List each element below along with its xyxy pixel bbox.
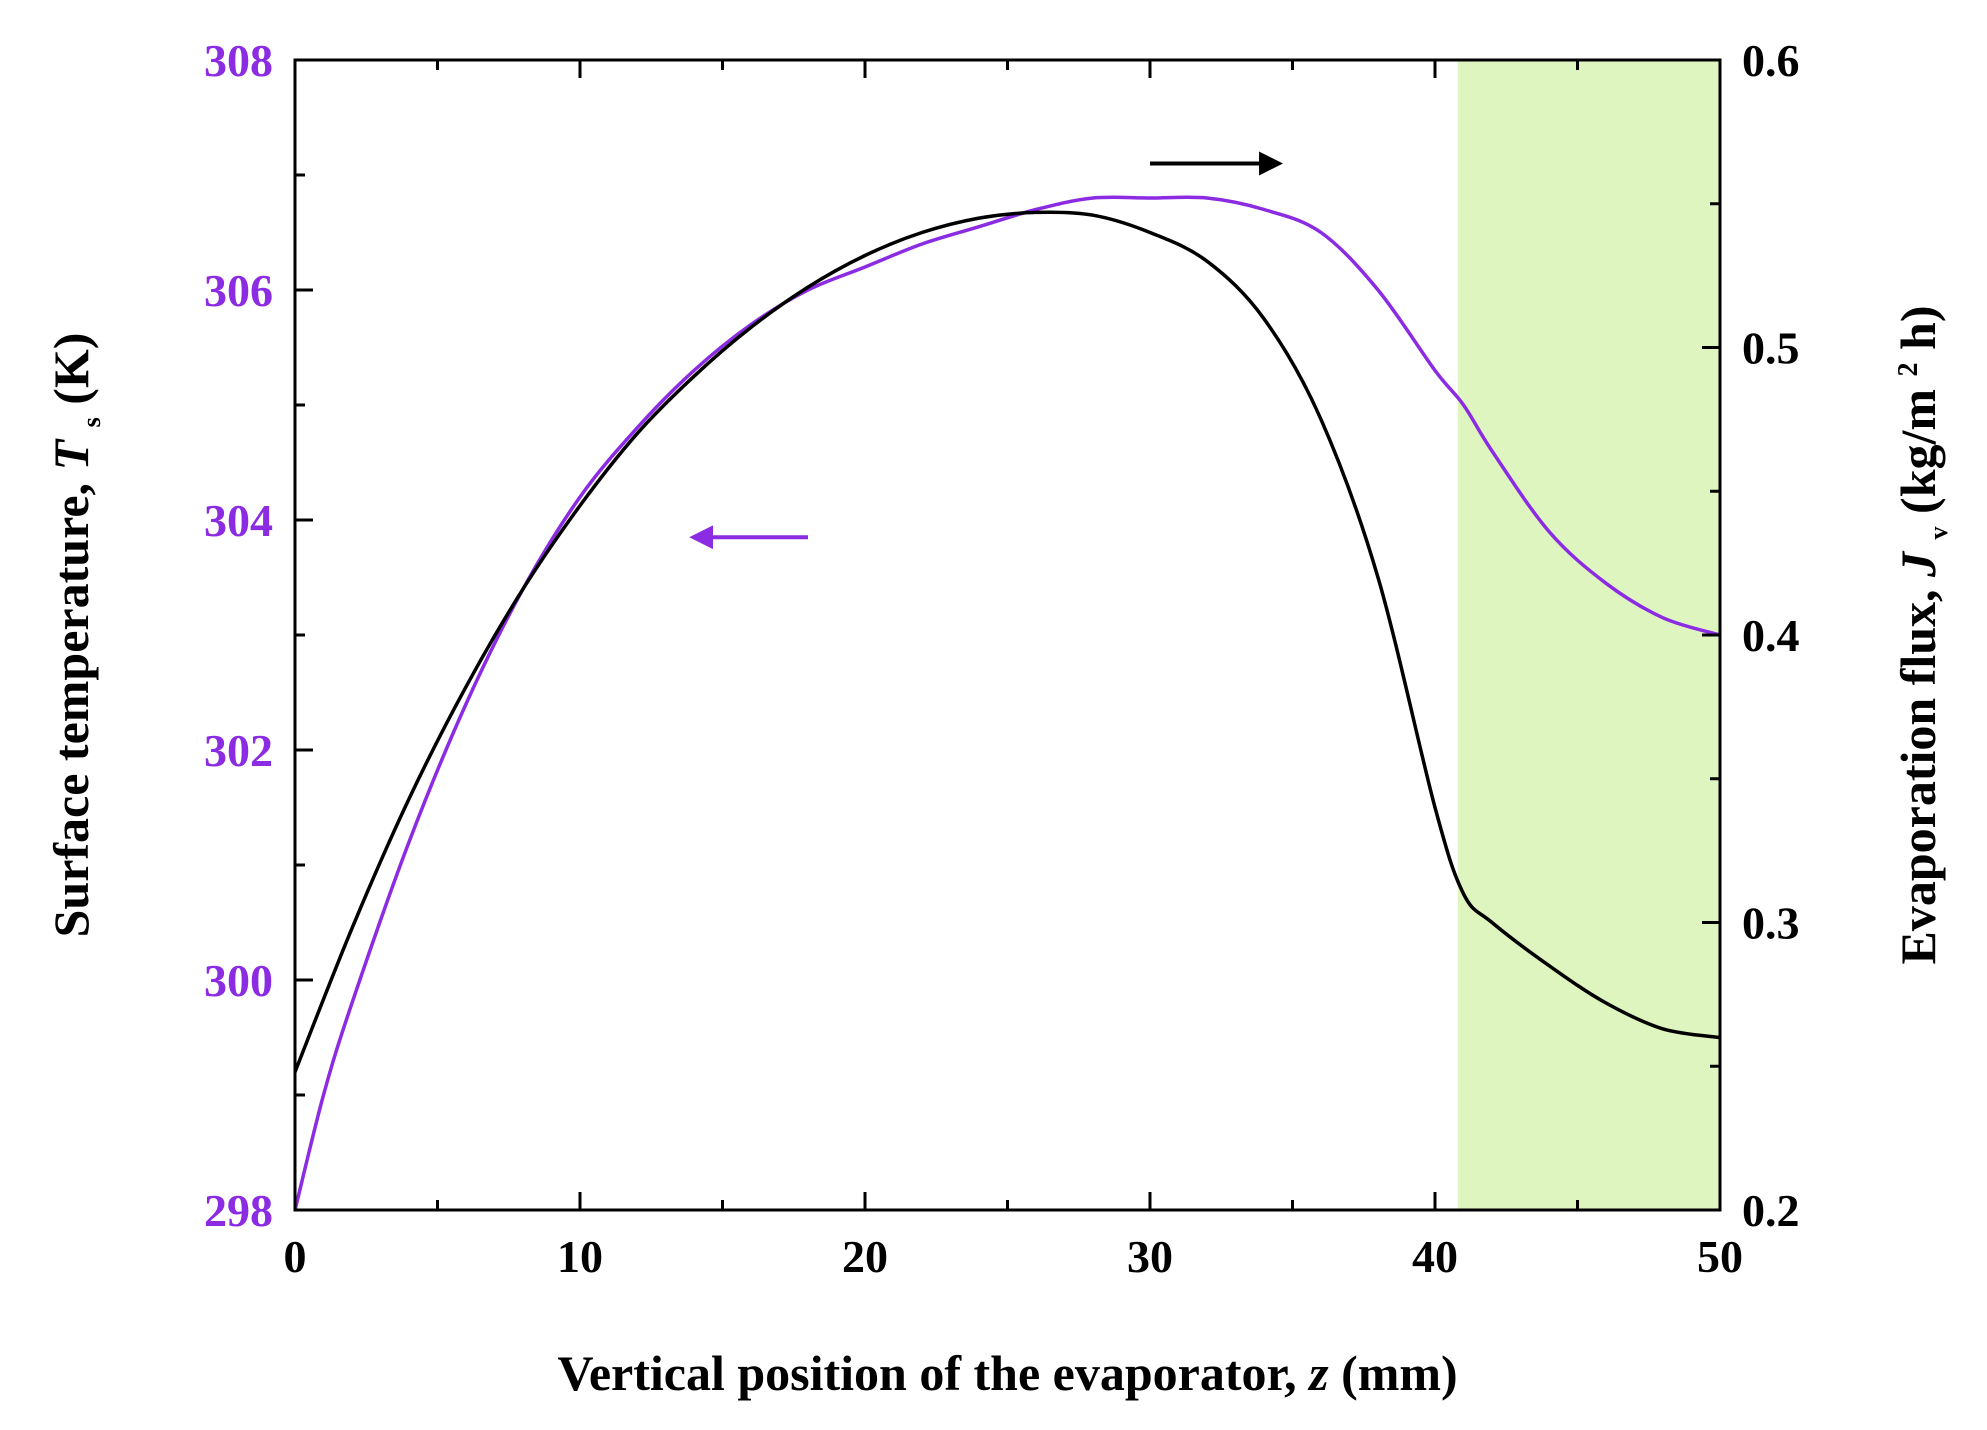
shaded-region — [1457, 60, 1720, 1210]
y-left-axis-title-prefix: Surface temperature, — [43, 470, 99, 937]
y-right-axis-title-suffix-b: h) — [1890, 305, 1946, 349]
y-right-tick-label: 0.2 — [1742, 1185, 1800, 1236]
x-tick-label: 0 — [284, 1231, 307, 1282]
y-left-tick-label: 306 — [204, 265, 273, 316]
y-left-axis-title-suffix: (K) — [43, 333, 99, 405]
y-left-tick-label: 308 — [204, 35, 273, 86]
x-axis-title-var: z — [1307, 1345, 1329, 1401]
y-right-axis-title-sub: v — [1924, 526, 1953, 539]
y-right-tick-label: 0.5 — [1742, 323, 1800, 374]
y-right-axis-title-suffix-a: (kg/m — [1890, 389, 1946, 514]
x-tick-label: 50 — [1697, 1231, 1743, 1282]
y-right-axis-title-var: J — [1890, 550, 1946, 578]
x-axis-title-prefix: Vertical position of the evaporator, — [557, 1345, 1309, 1401]
series-line-surface-temperature — [293, 195, 1721, 1211]
x-tick-label: 40 — [1412, 1231, 1458, 1282]
x-axis-title: Vertical position of the evaporator, z (… — [557, 1345, 1457, 1401]
y-left-tick-label: 298 — [204, 1185, 273, 1236]
y-right-axis-title-prefix: Evaporation flux, — [1890, 577, 1946, 965]
y-left-axis-title: Surface temperature, T s (K) — [43, 333, 106, 938]
y-right-axis-title-sup: 2 — [1893, 362, 1924, 376]
x-tick-label: 30 — [1127, 1231, 1173, 1282]
y-left-tick-label: 304 — [204, 495, 273, 546]
x-tick-label: 20 — [842, 1231, 888, 1282]
y-right-tick-label: 0.3 — [1742, 898, 1800, 949]
y-right-axis-title: Evaporation flux, J v (kg/m 2 h) — [1890, 305, 1953, 964]
y-left-axis-title-var: T — [43, 437, 99, 470]
x-tick-label: 10 — [557, 1231, 603, 1282]
y-right-tick-label: 0.4 — [1742, 610, 1800, 661]
y-left-tick-label: 300 — [204, 955, 273, 1006]
y-right-tick-label: 0.6 — [1742, 35, 1800, 86]
x-axis-title-suffix: (mm) — [1341, 1345, 1458, 1401]
series-line-evaporation-flux — [293, 210, 1721, 1073]
y-left-tick-label: 302 — [204, 725, 273, 776]
y-left-axis-title-sub: s — [77, 417, 106, 427]
